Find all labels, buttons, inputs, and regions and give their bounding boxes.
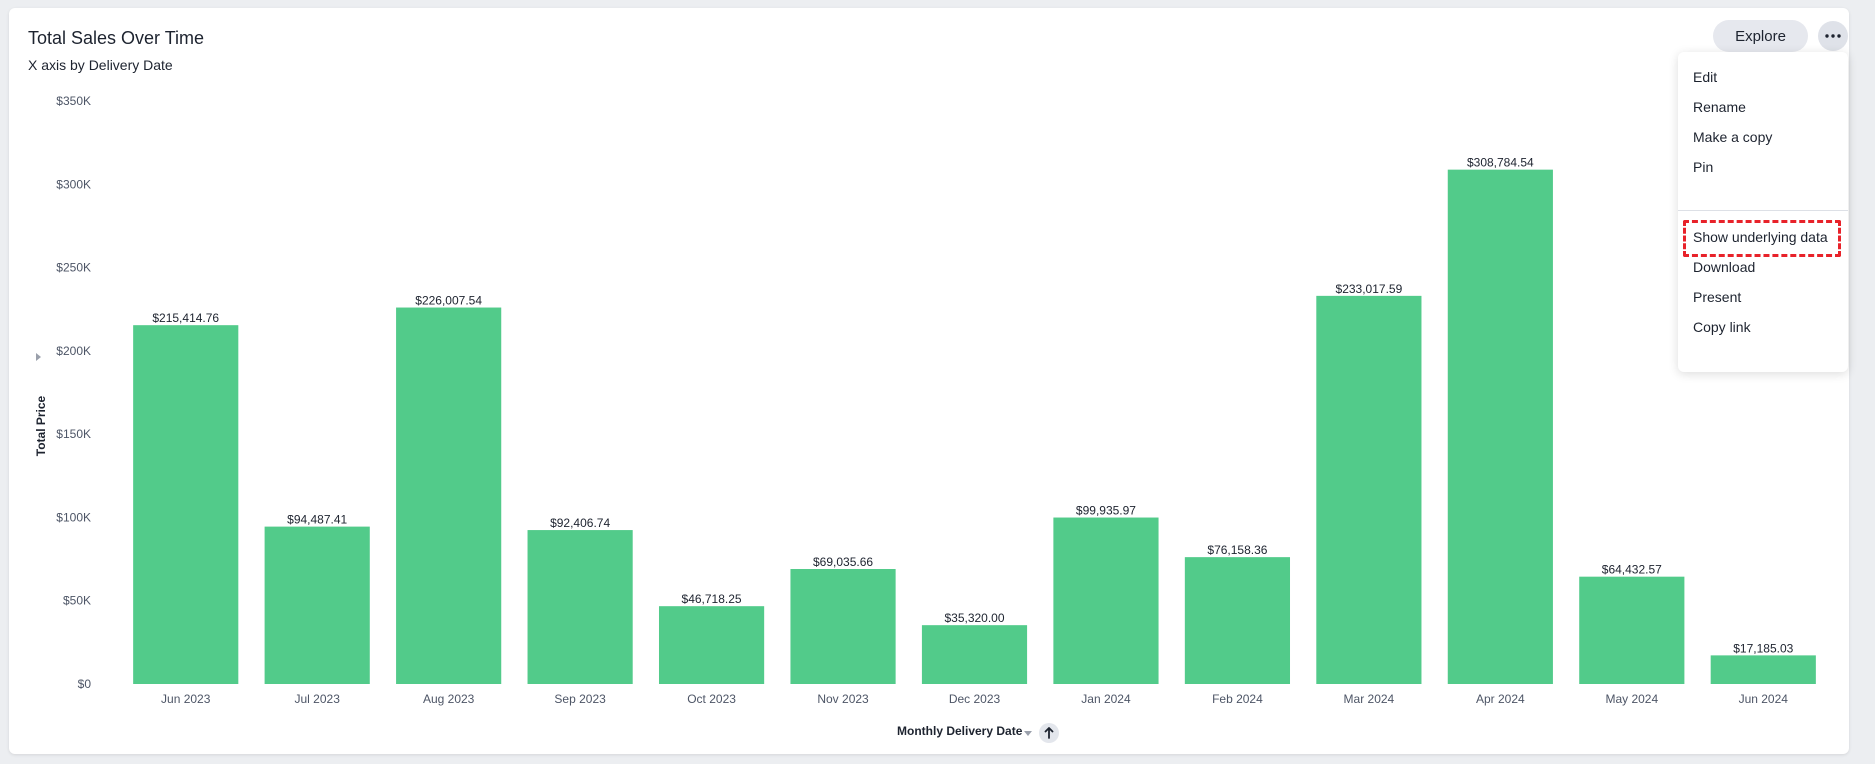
x-tick-label: Jun 2024: [1739, 692, 1789, 706]
y-tick-label: $150K: [56, 427, 91, 441]
bar-value-label: $215,414.76: [152, 311, 219, 325]
menu-item-show-underlying-data[interactable]: Show underlying data: [1693, 229, 1828, 245]
bar-value-label: $99,935.97: [1076, 504, 1136, 518]
bar-value-label: $69,035.66: [813, 555, 873, 569]
x-tick-label: May 2024: [1605, 692, 1658, 706]
bar-value-label: $308,784.54: [1467, 156, 1534, 170]
bar-value-label: $35,320.00: [944, 611, 1004, 625]
bar-value-label: $233,017.59: [1336, 282, 1403, 296]
chart-title: Total Sales Over Time: [28, 28, 205, 48]
menu-item-copy-link[interactable]: Copy link: [1693, 319, 1751, 335]
bar-value-label: $17,185.03: [1733, 641, 1793, 655]
x-tick-label: Nov 2023: [817, 692, 869, 706]
chart-subtitle: X axis by Delivery Date: [28, 57, 173, 73]
x-tick-label: Jun 2023: [161, 692, 211, 706]
bar[interactable]: [658, 606, 765, 684]
x-tick-label: Jan 2024: [1081, 692, 1131, 706]
y-tick-label: $350K: [56, 94, 91, 108]
bar[interactable]: [1053, 517, 1159, 684]
x-tick-label: Feb 2024: [1212, 692, 1263, 706]
y-tick-label: $200K: [56, 344, 91, 358]
x-tick-label: Dec 2023: [949, 692, 1001, 706]
x-tick-label: Jul 2023: [295, 692, 341, 706]
x-tick-label: Oct 2023: [687, 692, 736, 706]
bar-value-label: $64,432.57: [1602, 563, 1662, 577]
bar-value-label: $94,487.41: [287, 513, 347, 527]
more-horizontal-icon: [1825, 34, 1841, 38]
arrow-up-icon: [1044, 727, 1054, 739]
y-axis-label[interactable]: Total Price: [34, 395, 48, 457]
x-tick-label: Aug 2023: [423, 692, 475, 706]
bar[interactable]: [1579, 576, 1685, 684]
y-tick-label: $250K: [56, 261, 91, 275]
menu-item-rename[interactable]: Rename: [1693, 99, 1746, 115]
context-menu: Edit Rename Make a copy Pin Show underly…: [1678, 52, 1848, 372]
highlight-annotation: [1683, 220, 1841, 257]
bar-value-label: $226,007.54: [415, 294, 482, 308]
menu-item-edit[interactable]: Edit: [1693, 69, 1718, 85]
bar[interactable]: [790, 569, 896, 684]
sort-button[interactable]: [1039, 723, 1059, 743]
bar[interactable]: [1710, 655, 1816, 684]
bar[interactable]: [921, 625, 1028, 684]
explore-button[interactable]: Explore: [1713, 20, 1808, 52]
y-tick-label: $0: [78, 677, 92, 691]
bar[interactable]: [133, 325, 239, 684]
bar[interactable]: [1447, 169, 1553, 684]
bar[interactable]: [1316, 295, 1422, 684]
x-tick-label: Mar 2024: [1344, 692, 1395, 706]
y-tick-label: $50K: [63, 594, 91, 608]
x-axis-label[interactable]: Monthly Delivery Date: [897, 724, 1023, 738]
bar[interactable]: [264, 526, 370, 684]
menu-divider: [1678, 210, 1848, 211]
bar-value-label: $92,406.74: [550, 516, 610, 530]
bar[interactable]: [527, 530, 633, 684]
menu-item-present[interactable]: Present: [1693, 289, 1742, 305]
menu-item-pin[interactable]: Pin: [1693, 159, 1714, 175]
x-tick-label: Apr 2024: [1476, 692, 1525, 706]
caret-right-icon[interactable]: [36, 353, 41, 361]
bar[interactable]: [1184, 557, 1291, 684]
menu-item-make-a-copy[interactable]: Make a copy: [1693, 129, 1773, 145]
caret-down-icon[interactable]: [1024, 731, 1032, 736]
y-tick-label: $100K: [56, 510, 91, 524]
more-options-button[interactable]: [1818, 21, 1848, 51]
menu-item-download[interactable]: Download: [1693, 259, 1756, 275]
bar[interactable]: [396, 307, 502, 684]
x-tick-label: Sep 2023: [554, 692, 606, 706]
bar-value-label: $46,718.25: [682, 592, 742, 606]
bar-value-label: $76,158.36: [1207, 543, 1267, 557]
y-tick-label: $300K: [56, 177, 91, 191]
